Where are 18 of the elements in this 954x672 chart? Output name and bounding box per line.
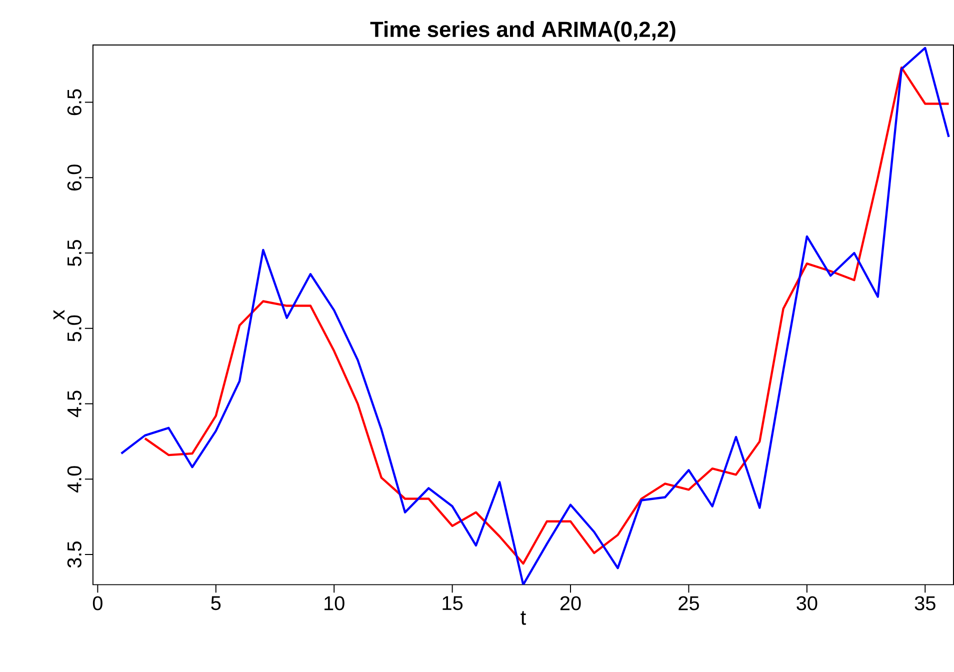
x-tick-label: 10 [324, 596, 344, 610]
x-tick-label: 5 [211, 596, 221, 610]
x-tick-label: 15 [442, 596, 463, 610]
y-tick-label: 6.5 [67, 89, 82, 116]
x-tick-label: 25 [678, 596, 699, 610]
y-axis-title: x [53, 310, 64, 320]
y-tick-label: 4.0 [67, 466, 82, 493]
x-tick-label: 20 [560, 596, 581, 610]
x-axis-title: t [520, 611, 526, 625]
chart-title: Time series and ARIMA(0,2,2) [370, 21, 676, 42]
x-tick-label: 0 [92, 596, 102, 610]
y-tick-label: 4.5 [68, 390, 82, 418]
y-tick-label: 5.5 [68, 240, 82, 266]
y-tick-label: 3.5 [67, 542, 82, 568]
y-tick-label: 6.0 [67, 164, 82, 191]
x-tick-label: 35 [914, 596, 936, 610]
y-tick-label: 5.0 [67, 316, 82, 342]
x-tick-label: 30 [796, 596, 818, 610]
